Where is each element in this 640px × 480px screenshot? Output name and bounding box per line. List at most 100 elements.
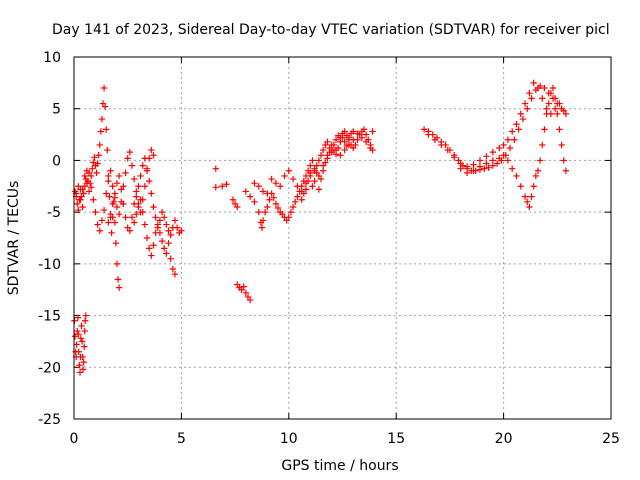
data-point bbox=[85, 169, 93, 177]
data-point bbox=[319, 146, 327, 154]
data-point bbox=[91, 154, 98, 161]
data-point bbox=[309, 183, 316, 190]
data-point bbox=[513, 172, 520, 180]
data-point bbox=[111, 219, 119, 226]
data-point bbox=[360, 126, 368, 133]
data-point bbox=[126, 227, 134, 234]
data-point bbox=[539, 141, 546, 149]
data-point bbox=[212, 184, 219, 191]
data-point bbox=[425, 131, 432, 138]
data-point bbox=[133, 211, 140, 218]
data-point bbox=[148, 190, 155, 197]
y-axis-label: SDTVAR / TECUs bbox=[6, 181, 22, 296]
data-point bbox=[339, 134, 346, 141]
data-point bbox=[508, 165, 516, 172]
data-point bbox=[108, 229, 115, 237]
data-point bbox=[255, 183, 262, 190]
data-point bbox=[135, 183, 142, 190]
data-point bbox=[98, 115, 106, 123]
data-point bbox=[521, 193, 529, 200]
data-point bbox=[74, 200, 81, 208]
data-point bbox=[126, 148, 134, 156]
data-point bbox=[315, 157, 323, 164]
data-point bbox=[130, 200, 138, 208]
data-point bbox=[528, 193, 535, 200]
data-point bbox=[324, 155, 331, 162]
data-point bbox=[358, 134, 366, 141]
y-tick-labels: -25 -20 -15 -10 -5 0 5 10 bbox=[38, 50, 61, 428]
data-point bbox=[74, 327, 81, 335]
data-point bbox=[240, 283, 247, 290]
data-point bbox=[337, 152, 344, 159]
data-point bbox=[500, 141, 507, 149]
data-point bbox=[150, 203, 157, 211]
data-point bbox=[307, 169, 314, 177]
data-point bbox=[328, 141, 335, 149]
data-point bbox=[105, 219, 112, 226]
data-point bbox=[259, 217, 267, 224]
data-point bbox=[264, 190, 271, 197]
y-tick-label: 5 bbox=[52, 102, 61, 118]
data-point bbox=[504, 136, 512, 143]
data-point bbox=[106, 193, 113, 200]
data-point bbox=[100, 206, 108, 214]
data-point bbox=[292, 198, 299, 205]
data-point bbox=[79, 186, 86, 193]
data-point bbox=[161, 214, 168, 221]
data-point bbox=[463, 169, 471, 177]
data-point bbox=[212, 165, 219, 172]
data-point bbox=[246, 296, 254, 304]
data-point bbox=[118, 186, 125, 193]
data-point bbox=[156, 217, 164, 224]
y-tick-label: -20 bbox=[38, 360, 61, 376]
data-point bbox=[148, 252, 155, 259]
data-point bbox=[163, 221, 170, 228]
data-point bbox=[450, 154, 458, 161]
data-point bbox=[165, 239, 172, 247]
x-axis-label: GPS time / hours bbox=[281, 458, 398, 474]
data-point bbox=[298, 196, 305, 203]
data-point bbox=[78, 338, 86, 345]
data-point bbox=[103, 126, 110, 133]
data-point bbox=[341, 138, 348, 146]
data-point bbox=[234, 203, 241, 211]
data-point bbox=[251, 179, 258, 187]
data-point bbox=[93, 169, 100, 177]
data-point bbox=[534, 167, 542, 174]
data-point bbox=[96, 227, 103, 234]
x-tick-label: 0 bbox=[70, 431, 79, 447]
data-point bbox=[75, 183, 82, 190]
data-point bbox=[150, 242, 157, 249]
data-point bbox=[463, 163, 471, 170]
data-point bbox=[556, 100, 563, 107]
data-point bbox=[517, 110, 524, 118]
data-point bbox=[558, 141, 565, 149]
data-point bbox=[76, 369, 84, 376]
data-point bbox=[158, 208, 166, 216]
data-point bbox=[489, 157, 497, 164]
data-point bbox=[304, 177, 312, 185]
data-point bbox=[128, 214, 136, 221]
data-point bbox=[107, 167, 114, 174]
data-point bbox=[96, 141, 103, 149]
data-point bbox=[167, 231, 174, 239]
data-point bbox=[113, 260, 121, 268]
data-point bbox=[113, 203, 121, 211]
y-tick-label: -25 bbox=[38, 412, 61, 428]
data-point bbox=[89, 165, 96, 172]
data-point bbox=[246, 193, 254, 200]
data-point bbox=[517, 183, 524, 190]
data-point bbox=[350, 136, 357, 143]
data-point bbox=[79, 203, 86, 211]
data-point bbox=[111, 190, 119, 197]
data-point bbox=[324, 138, 331, 146]
data-point bbox=[139, 162, 146, 169]
data-point bbox=[289, 203, 297, 211]
data-point bbox=[145, 177, 153, 185]
data-point bbox=[352, 141, 359, 149]
x-tick-label: 15 bbox=[387, 431, 405, 447]
data-point bbox=[80, 358, 87, 366]
data-point bbox=[470, 161, 477, 168]
data-point bbox=[500, 152, 507, 159]
